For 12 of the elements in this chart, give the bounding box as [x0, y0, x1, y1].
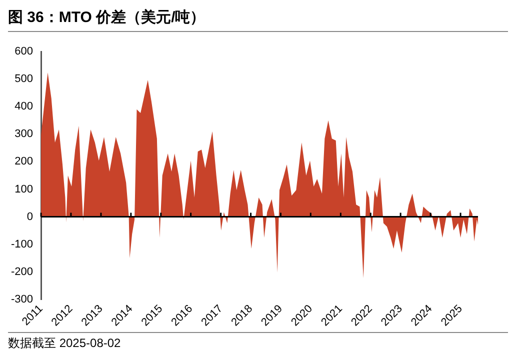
y-tick-label: 300 [14, 128, 34, 140]
y-tick-label: 400 [14, 100, 34, 113]
y-tick-label: 0 [26, 210, 34, 223]
chart-title: 图 36：MTO 价差（美元/吨） [8, 8, 508, 32]
y-tick-label: 600 [14, 46, 34, 58]
y-tick-label: -100 [10, 238, 34, 250]
y-tick-label: -300 [10, 293, 34, 306]
text: 数据截至 2025-08-02 [8, 332, 508, 352]
y-tick-label: -200 [10, 266, 34, 278]
y-tick-label: 500 [14, 73, 34, 86]
y-tick-label: 100 [14, 183, 34, 196]
y-tick-label: 200 [14, 156, 34, 168]
